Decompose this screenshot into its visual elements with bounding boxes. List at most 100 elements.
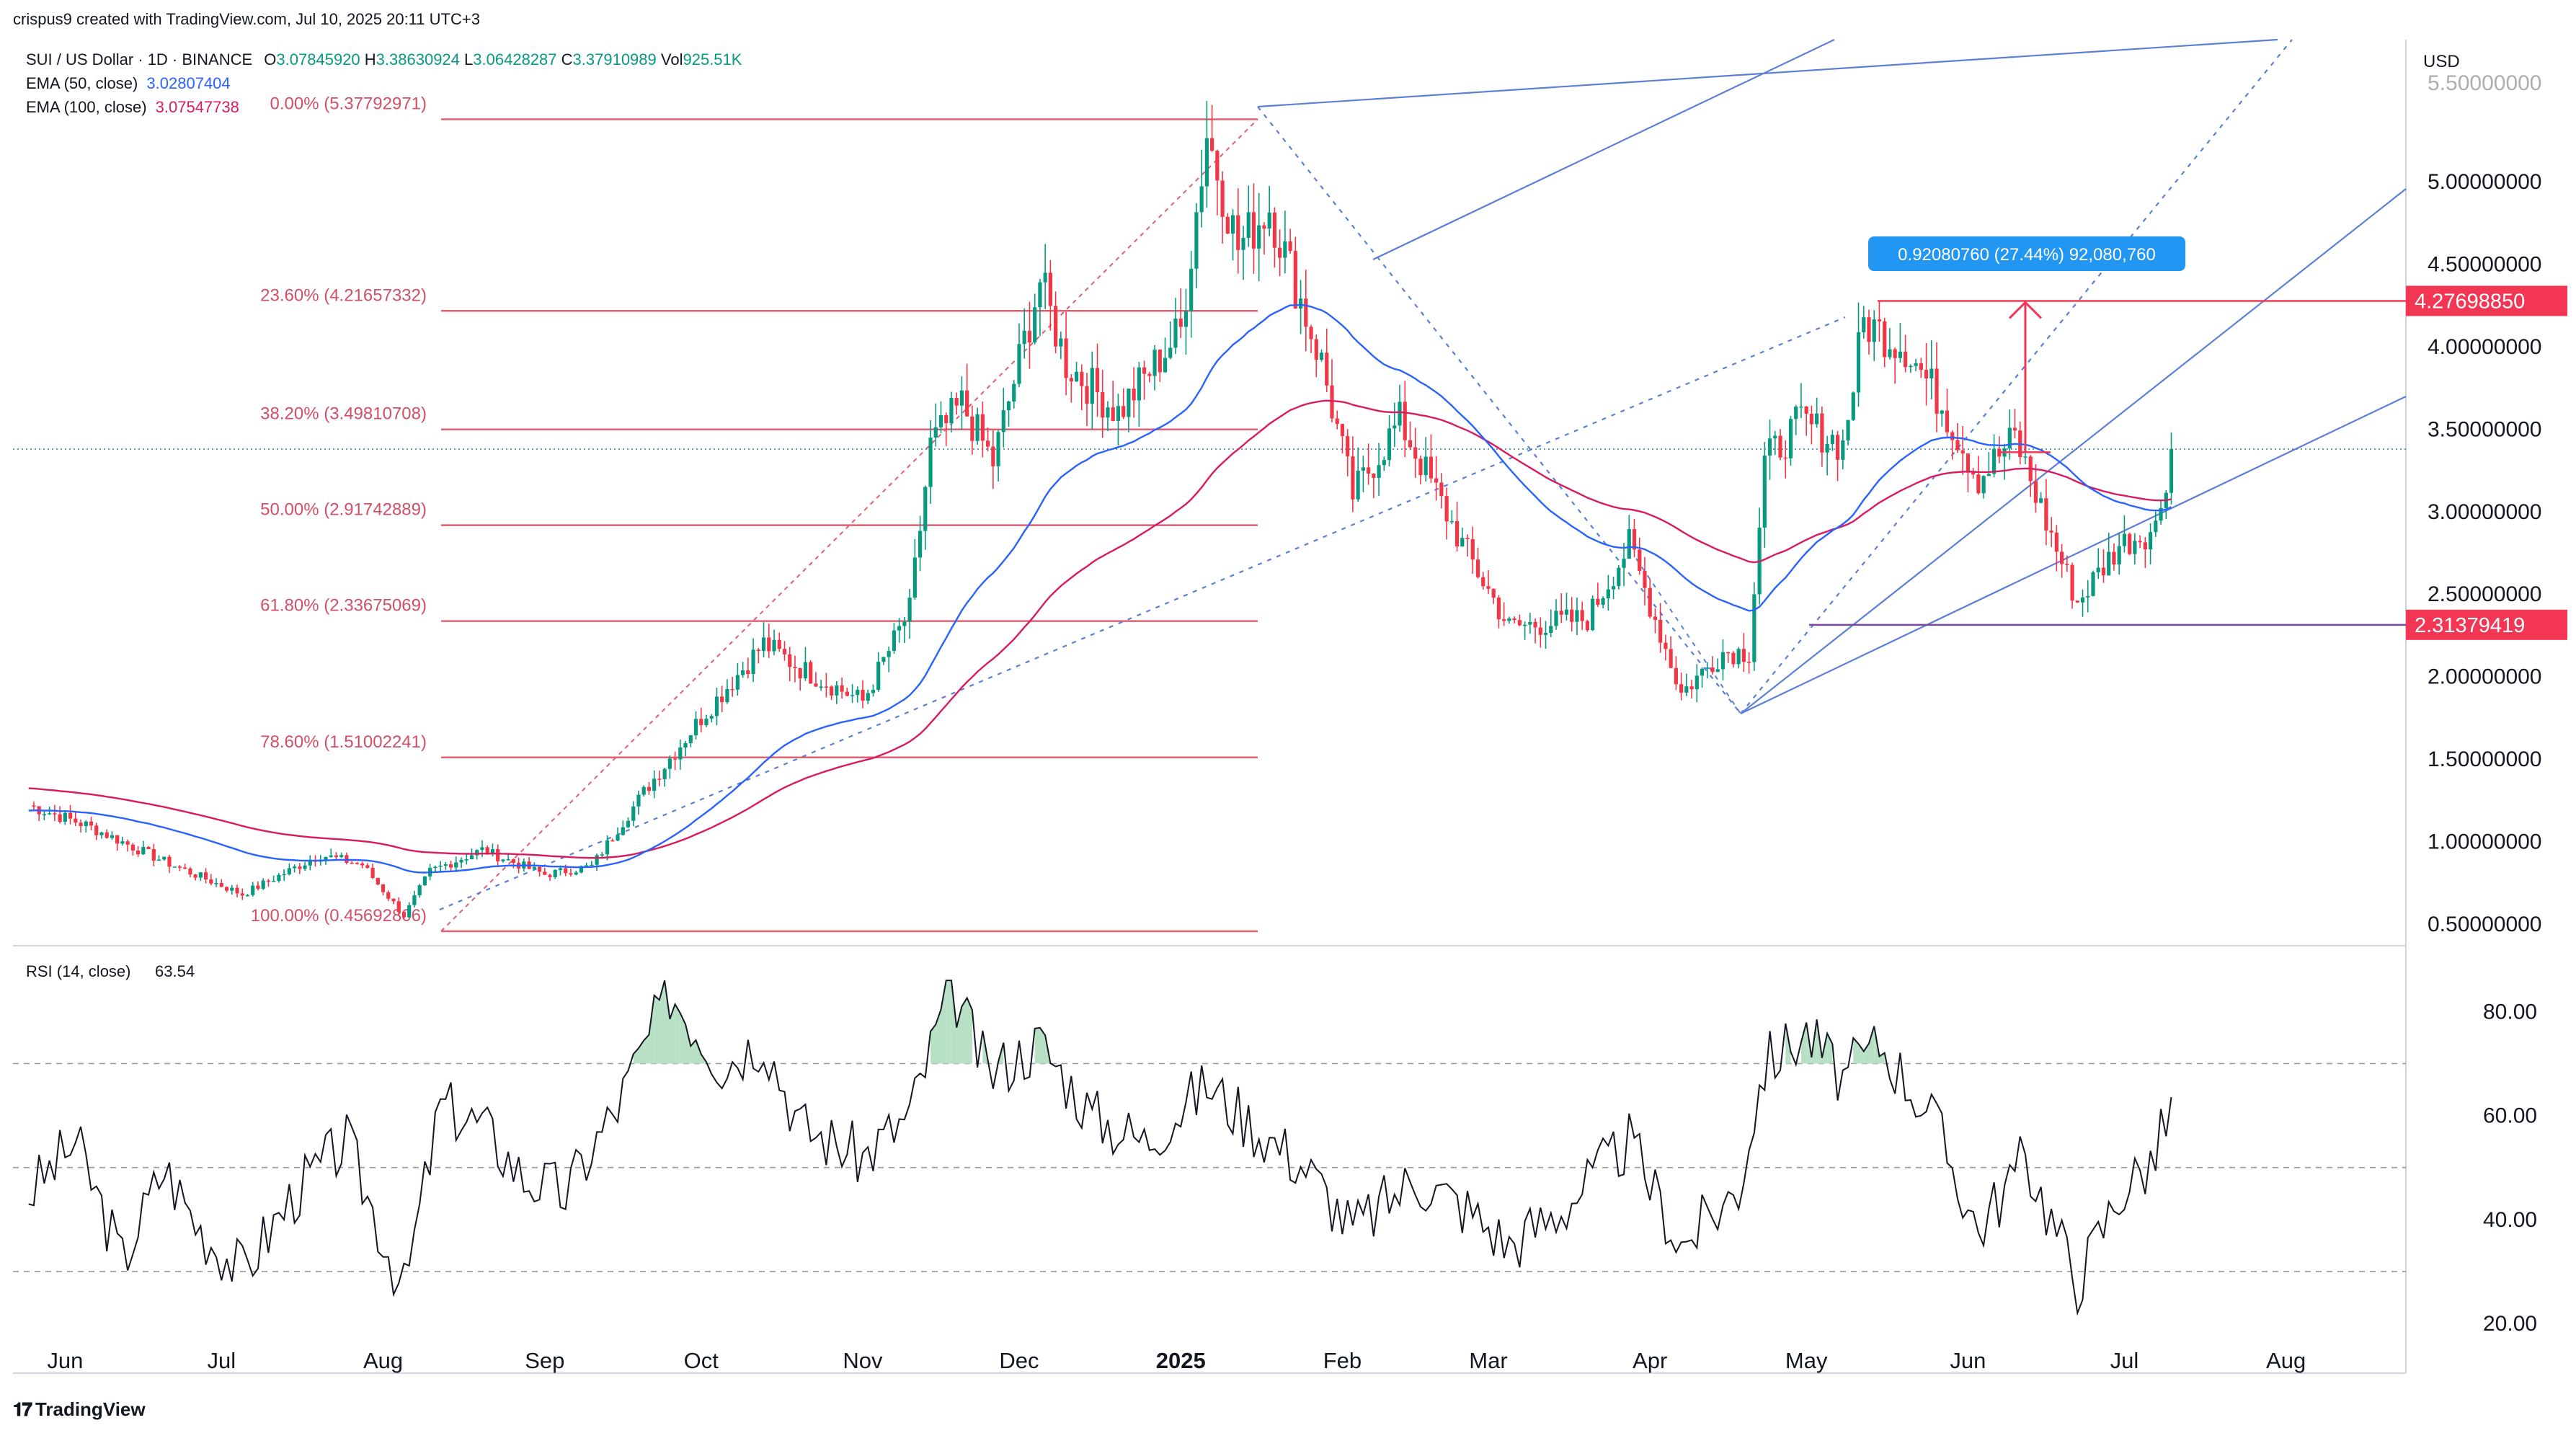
candle-body: [1022, 330, 1026, 345]
candle-body: [1403, 401, 1407, 440]
candle-body: [454, 862, 458, 868]
candle-body: [235, 887, 239, 894]
candle-body: [1955, 440, 1960, 451]
candle-body: [1439, 482, 1444, 497]
candle-body: [1486, 586, 1491, 589]
candle-body: [266, 880, 271, 882]
candle-body: [204, 872, 208, 880]
candle-body: [1632, 529, 1637, 550]
price-level-tag-label: 4.27698850: [2415, 290, 2525, 313]
ema100-value: 3.07547738: [155, 98, 239, 116]
candle-body: [1862, 317, 1866, 332]
candle-body: [365, 865, 370, 869]
candle-body: [172, 866, 177, 868]
tradingview-mark-icon: 𝟏𝟕: [13, 1398, 32, 1420]
candle-body: [1893, 349, 1897, 358]
candle-body: [110, 835, 115, 838]
candle-body: [532, 866, 536, 869]
candle-body: [167, 856, 172, 867]
candle-body: [1048, 272, 1052, 306]
candle-body: [2023, 456, 2028, 458]
candle-body: [1449, 520, 1454, 523]
candle-body: [725, 688, 729, 703]
ema50-value: 3.02807404: [146, 74, 231, 92]
candle-body: [1246, 212, 1251, 239]
fib-level-label: 61.80% (2.33675069): [260, 596, 427, 616]
candle-body: [1444, 496, 1449, 522]
fib-trend-line: [440, 118, 1258, 932]
candle-body: [496, 848, 500, 861]
candle-body: [1924, 370, 1929, 378]
price-axis-tick-label: 0.50000000: [2428, 913, 2542, 936]
candle-body: [585, 865, 589, 866]
candle-body: [876, 662, 881, 691]
candle-body: [595, 855, 599, 865]
candle-body: [814, 683, 818, 687]
candle-body: [1027, 330, 1032, 343]
candle-body: [1173, 318, 1178, 348]
candle-body: [1726, 652, 1731, 654]
rsi-overbought-fill: [1853, 1038, 1859, 1064]
candle-body: [902, 621, 907, 626]
candle-body: [506, 859, 510, 861]
candle-body: [1997, 448, 2002, 457]
candle-body: [1163, 358, 1168, 373]
candle-body: [537, 866, 542, 872]
fib-level-label: 38.20% (3.49810708): [260, 404, 427, 424]
candle-body: [1033, 307, 1037, 343]
rsi-overbought-fill: [1827, 1033, 1833, 1064]
currency-label: USD: [2423, 52, 2460, 71]
candle-body: [2060, 551, 2064, 564]
candle-body: [1491, 588, 1496, 598]
candle-body: [230, 887, 234, 891]
candle-body: [115, 835, 120, 844]
candle-body: [1111, 407, 1115, 421]
candle-body: [788, 654, 792, 667]
candle-body: [809, 662, 813, 684]
candle-body: [485, 847, 489, 855]
price-axis-tick-label: 1.50000000: [2428, 747, 2542, 771]
rsi-overbought-fill: [941, 980, 946, 1064]
candle-body: [136, 850, 141, 855]
pitchfork-upper-rail: [1257, 38, 2278, 108]
candle-body: [1815, 413, 1819, 425]
candle-body: [1059, 338, 1063, 347]
ema50-legend: EMA (50, close) 3.02807404: [26, 74, 231, 93]
candle-body: [856, 690, 860, 696]
candle-body: [1788, 419, 1793, 458]
rsi-overbought-fill: [951, 980, 957, 1064]
candle-body: [1090, 368, 1094, 404]
candle-body: [1689, 686, 1694, 690]
candle-body: [1001, 410, 1005, 432]
rsi-axis-tick-label: 80.00: [2483, 1000, 2537, 1024]
candle-body: [381, 884, 386, 892]
candle-body: [543, 871, 547, 875]
time-axis-tick-label: Dec: [999, 1348, 1039, 1373]
candle-body: [1888, 349, 1892, 358]
candle-body: [1106, 407, 1110, 418]
candle-body: [636, 794, 641, 807]
candle-body: [396, 901, 401, 913]
candle-body: [980, 414, 985, 441]
candle-body: [1606, 589, 1610, 599]
candle-body: [1778, 435, 1782, 458]
candle-body: [151, 848, 156, 861]
candle-body: [782, 649, 787, 655]
candle-body: [1116, 406, 1121, 421]
candle-body: [819, 686, 823, 688]
candle-body: [1199, 186, 1204, 213]
candle-body: [1147, 373, 1152, 376]
candle-body: [1127, 389, 1131, 417]
candle-body: [678, 747, 683, 760]
rsi-overbought-fill: [1039, 1027, 1046, 1064]
candle-body: [1012, 383, 1016, 402]
candle-body: [652, 778, 657, 791]
candle-body: [1017, 344, 1021, 384]
candle-body: [709, 716, 714, 719]
candle-body: [1898, 351, 1902, 358]
candle-body: [965, 390, 969, 417]
candle-body: [996, 432, 1000, 466]
candle-body: [105, 832, 109, 838]
candle-body: [907, 598, 912, 622]
candle-body: [798, 667, 802, 679]
